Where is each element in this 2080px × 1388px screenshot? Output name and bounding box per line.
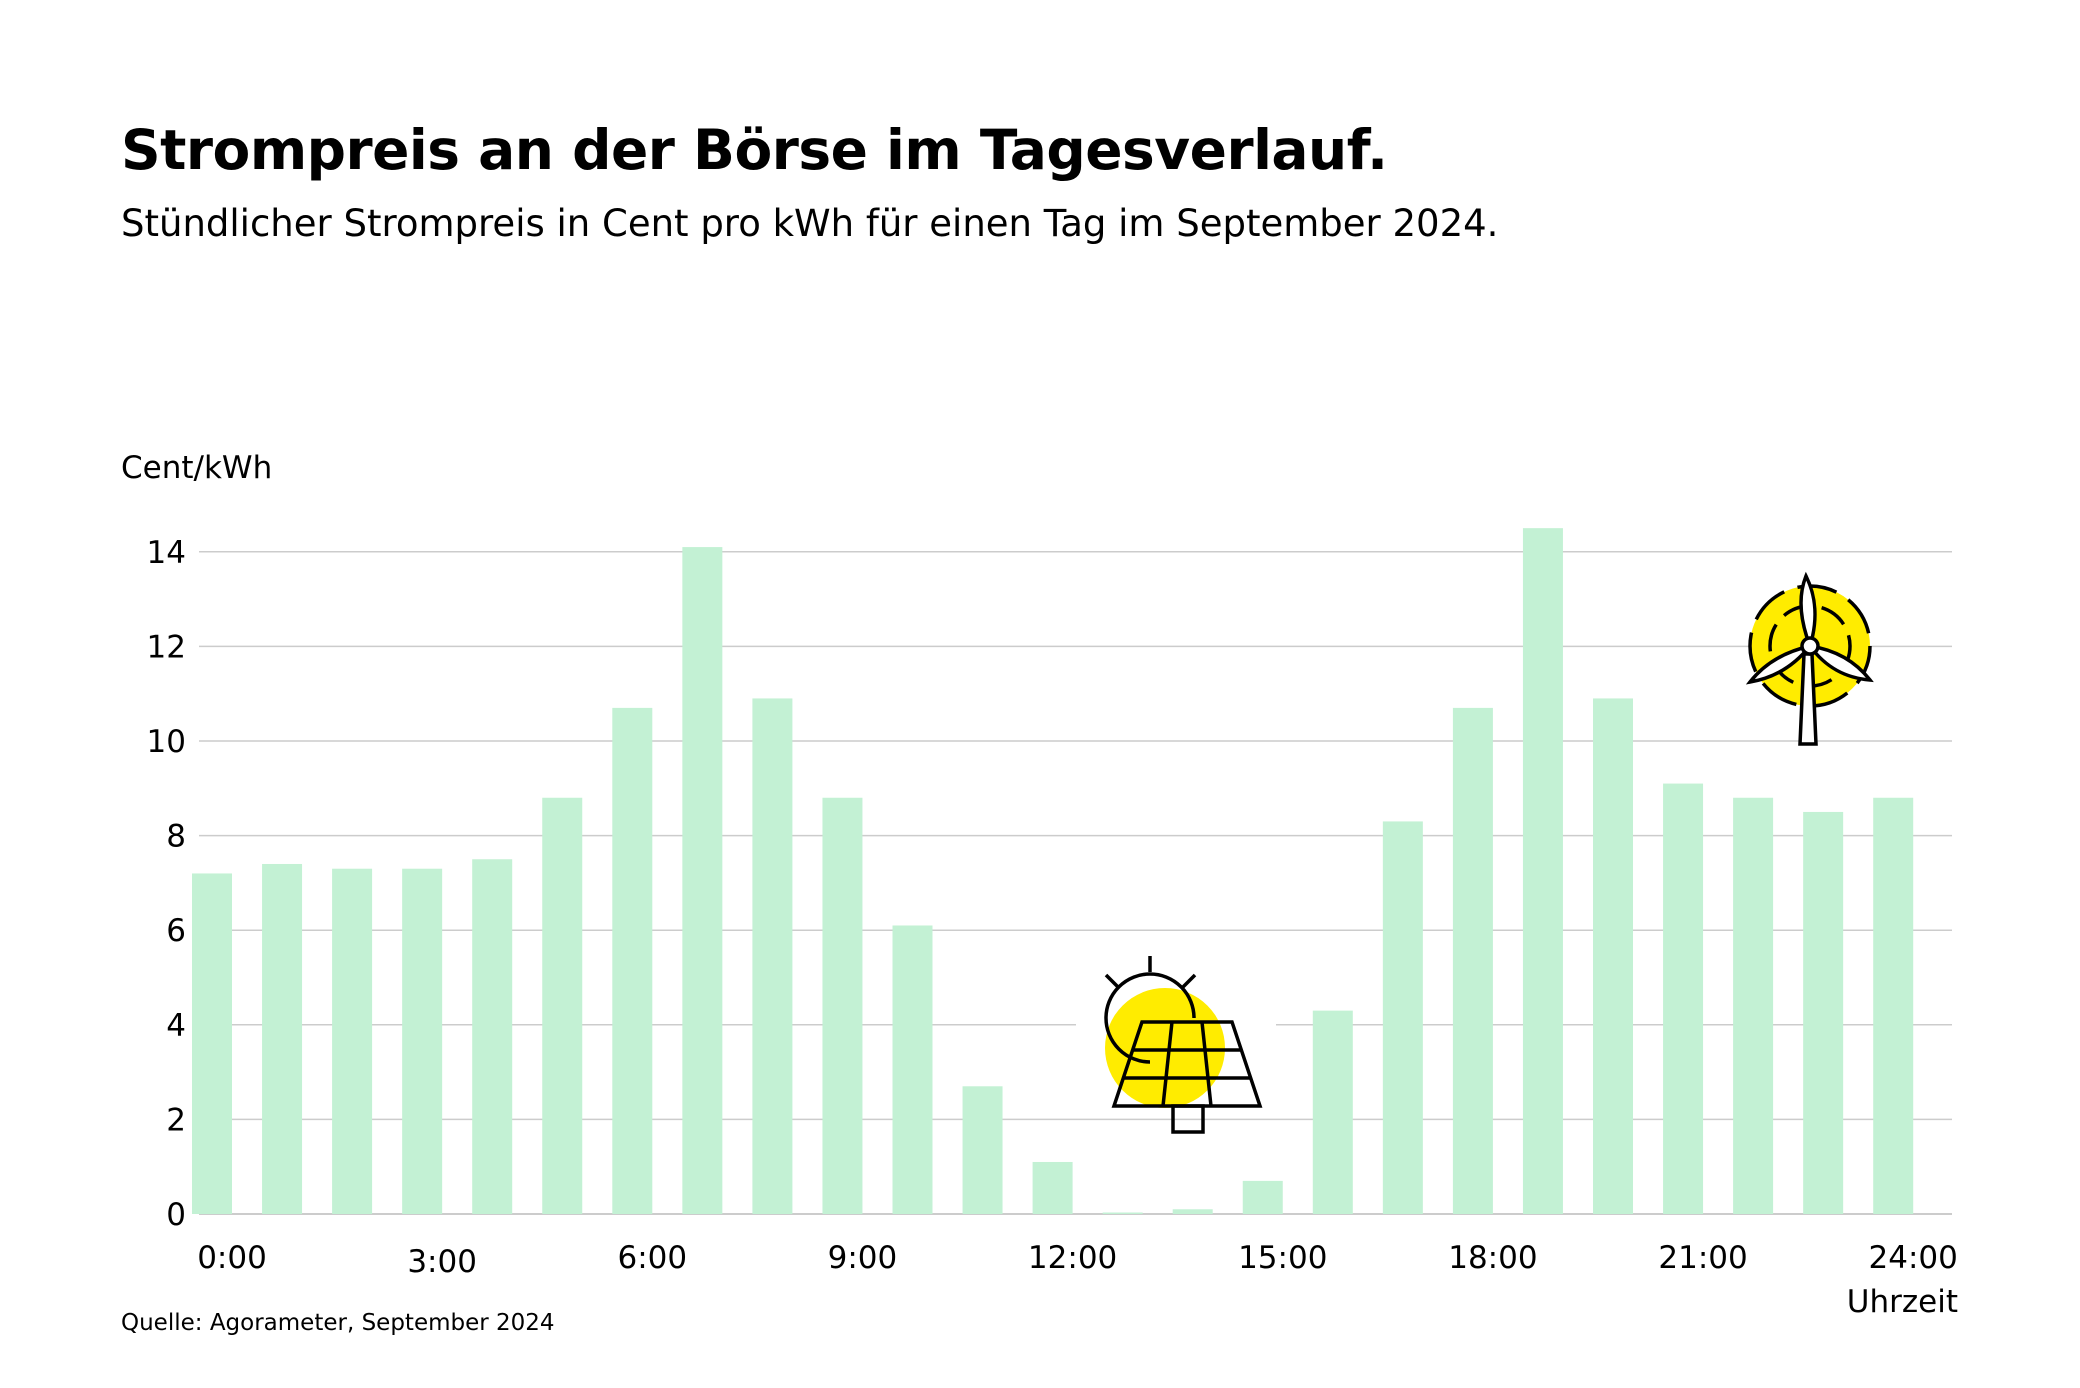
x-axis-ticks: 0:00 3:00 6:00 9:00 12:00 15:00 18:00 21:00 24:0… xyxy=(197,1240,1958,1280)
x-tick-label: 21:00 xyxy=(1658,1240,1747,1276)
x-tick-label: 15:00 xyxy=(1238,1240,1327,1276)
bar xyxy=(472,859,513,1214)
bar xyxy=(1873,797,1914,1214)
y-tick-label: 12 xyxy=(147,629,186,665)
bar xyxy=(1803,811,1844,1214)
y-tick-label: 2 xyxy=(166,1102,186,1138)
x-axis-label: Uhrzeit xyxy=(1847,1284,1958,1320)
source-note: Quelle: Agorameter, September 2024 xyxy=(121,1310,555,1336)
x-tick-label: 9:00 xyxy=(828,1240,898,1276)
bar xyxy=(752,698,793,1214)
chart-subtitle: Stündlicher Strompreis in Cent pro kWh f… xyxy=(121,202,1499,245)
y-tick-label: 10 xyxy=(147,724,186,760)
y-tick-label: 8 xyxy=(166,819,186,855)
bar xyxy=(822,797,863,1214)
bar xyxy=(1102,1212,1143,1214)
bar xyxy=(1312,1010,1353,1214)
x-tick-label: 6:00 xyxy=(617,1240,687,1276)
bar xyxy=(262,863,303,1214)
y-tick-label: 4 xyxy=(166,1008,186,1044)
y-axis-ticks: 0 2 4 6 8 10 12 14 xyxy=(147,535,186,1233)
y-tick-label: 6 xyxy=(166,913,186,949)
bar xyxy=(402,868,443,1214)
x-tick-label: 0:00 xyxy=(197,1240,267,1276)
bar xyxy=(1452,707,1493,1214)
bar xyxy=(1032,1161,1073,1214)
x-tick-label: 24:00 xyxy=(1869,1240,1958,1276)
x-tick-label: 18:00 xyxy=(1448,1240,1537,1276)
bar xyxy=(1663,783,1704,1214)
y-tick-label: 0 xyxy=(166,1197,186,1233)
bar xyxy=(1522,528,1563,1214)
y-axis-label: Cent/kWh xyxy=(121,450,272,486)
bar xyxy=(332,868,373,1214)
bar xyxy=(612,707,653,1214)
bar xyxy=(892,925,933,1214)
bar xyxy=(1733,797,1774,1214)
wind-turbine-icon xyxy=(1745,571,1874,746)
bar xyxy=(1242,1180,1283,1214)
bar xyxy=(962,1086,1003,1214)
bar xyxy=(542,797,583,1214)
bar xyxy=(192,873,232,1214)
x-tick-label: 12:00 xyxy=(1028,1240,1117,1276)
bar xyxy=(1382,821,1423,1214)
x-tick-label: 3:00 xyxy=(407,1244,477,1280)
bars xyxy=(192,528,1914,1214)
bar xyxy=(1593,698,1633,1214)
bar xyxy=(682,547,723,1214)
y-tick-label: 14 xyxy=(147,535,186,571)
bar xyxy=(1172,1209,1213,1214)
solar-panel-icon xyxy=(1076,956,1276,1134)
chart-title: Strompreis an der Börse im Tagesverlauf. xyxy=(121,118,1388,182)
